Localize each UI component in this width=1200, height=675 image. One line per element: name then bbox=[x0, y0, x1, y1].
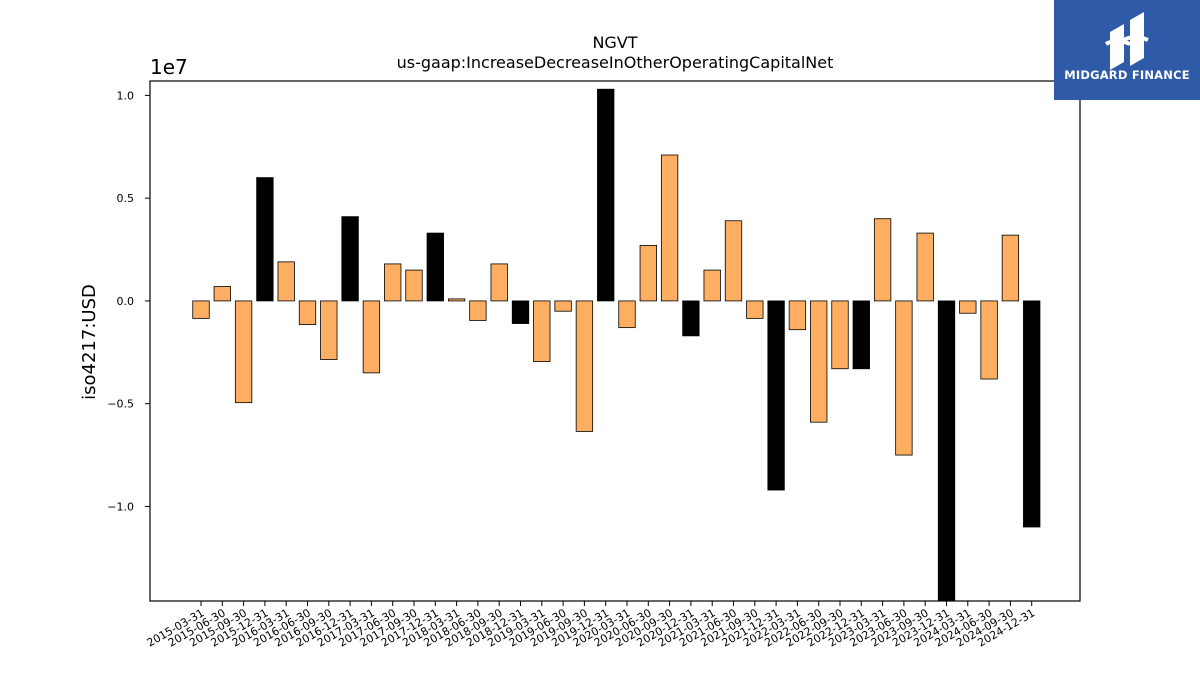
midgard-logo: MIDGARD FINANCE bbox=[1054, 0, 1200, 100]
bar-2017-09-30 bbox=[405, 269, 423, 302]
bar-2016-06-30 bbox=[298, 300, 317, 325]
bar-2015-06-30 bbox=[213, 286, 231, 302]
bar-2021-03-31 bbox=[703, 269, 721, 302]
bar-2022-06-30 bbox=[810, 300, 828, 423]
bar-2019-09-30 bbox=[575, 300, 594, 432]
bar-2017-12-31 bbox=[426, 232, 444, 302]
bar-2015-03-31 bbox=[192, 300, 210, 319]
y-offset-label: 1e7 bbox=[150, 55, 188, 79]
bar-2020-06-30 bbox=[639, 245, 657, 302]
bar-2020-03-31 bbox=[618, 300, 636, 329]
bar-2018-12-31 bbox=[511, 300, 530, 324]
y-tick-label: −1.0 bbox=[107, 500, 134, 513]
bar-2024-12-31 bbox=[1023, 300, 1041, 528]
bar-2024-09-30 bbox=[1001, 234, 1020, 302]
bar-2023-03-31 bbox=[873, 218, 892, 302]
bar-2016-09-30 bbox=[320, 300, 338, 360]
bar-2018-06-30 bbox=[469, 300, 487, 321]
bar-2020-12-31 bbox=[682, 300, 700, 337]
bar-2018-03-31 bbox=[447, 298, 466, 302]
bar-2024-06-30 bbox=[980, 300, 998, 380]
y-axis-ticks: −1.0 −0.5 0.0 0.5 1.0 bbox=[107, 89, 150, 513]
bar-2015-09-30 bbox=[234, 300, 253, 404]
bar-2019-12-31 bbox=[597, 88, 615, 302]
y-tick-label: 0.5 bbox=[117, 192, 135, 205]
bar-2024-03-31 bbox=[959, 300, 977, 314]
logo-text: MIDGARD FINANCE bbox=[1064, 68, 1190, 82]
plot-frame bbox=[149, 80, 1081, 602]
chart-subtitle: us-gaap:IncreaseDecreaseInOtherOperating… bbox=[397, 53, 834, 72]
midgard-logo-icon bbox=[1104, 12, 1149, 70]
y-tick-label: 1.0 bbox=[117, 89, 135, 102]
bar-2022-09-30 bbox=[831, 300, 849, 370]
bar-2021-06-30 bbox=[724, 220, 743, 302]
bar-2017-03-31 bbox=[362, 300, 381, 374]
chart-title: NGVT bbox=[592, 33, 637, 52]
bar-2023-06-30 bbox=[895, 300, 913, 456]
bar-2023-09-30 bbox=[916, 232, 934, 302]
y-axis-label: iso4217:USD bbox=[79, 284, 100, 400]
x-axis-ticks: 2015-03-312015-06-302015-09-302015-12-31… bbox=[145, 601, 1037, 650]
y-tick-label: −0.5 bbox=[107, 398, 134, 411]
bar-2022-03-31 bbox=[788, 300, 807, 331]
bar-2021-12-31 bbox=[767, 300, 785, 491]
bar-2020-09-30 bbox=[660, 154, 679, 302]
bar-2017-06-30 bbox=[384, 263, 402, 302]
bar-2015-12-31 bbox=[256, 177, 274, 302]
bar-2019-06-30 bbox=[554, 300, 572, 312]
y-tick-label: 0.0 bbox=[117, 295, 135, 308]
bar-2019-03-31 bbox=[533, 300, 551, 362]
bar-2023-12-31 bbox=[937, 300, 956, 602]
bar-2022-12-31 bbox=[852, 300, 870, 370]
bar-2016-12-31 bbox=[341, 216, 359, 302]
bar-2016-03-31 bbox=[277, 261, 295, 302]
bar-2018-09-30 bbox=[490, 263, 508, 302]
bar-series bbox=[192, 88, 1041, 602]
bar-2021-09-30 bbox=[746, 300, 764, 319]
